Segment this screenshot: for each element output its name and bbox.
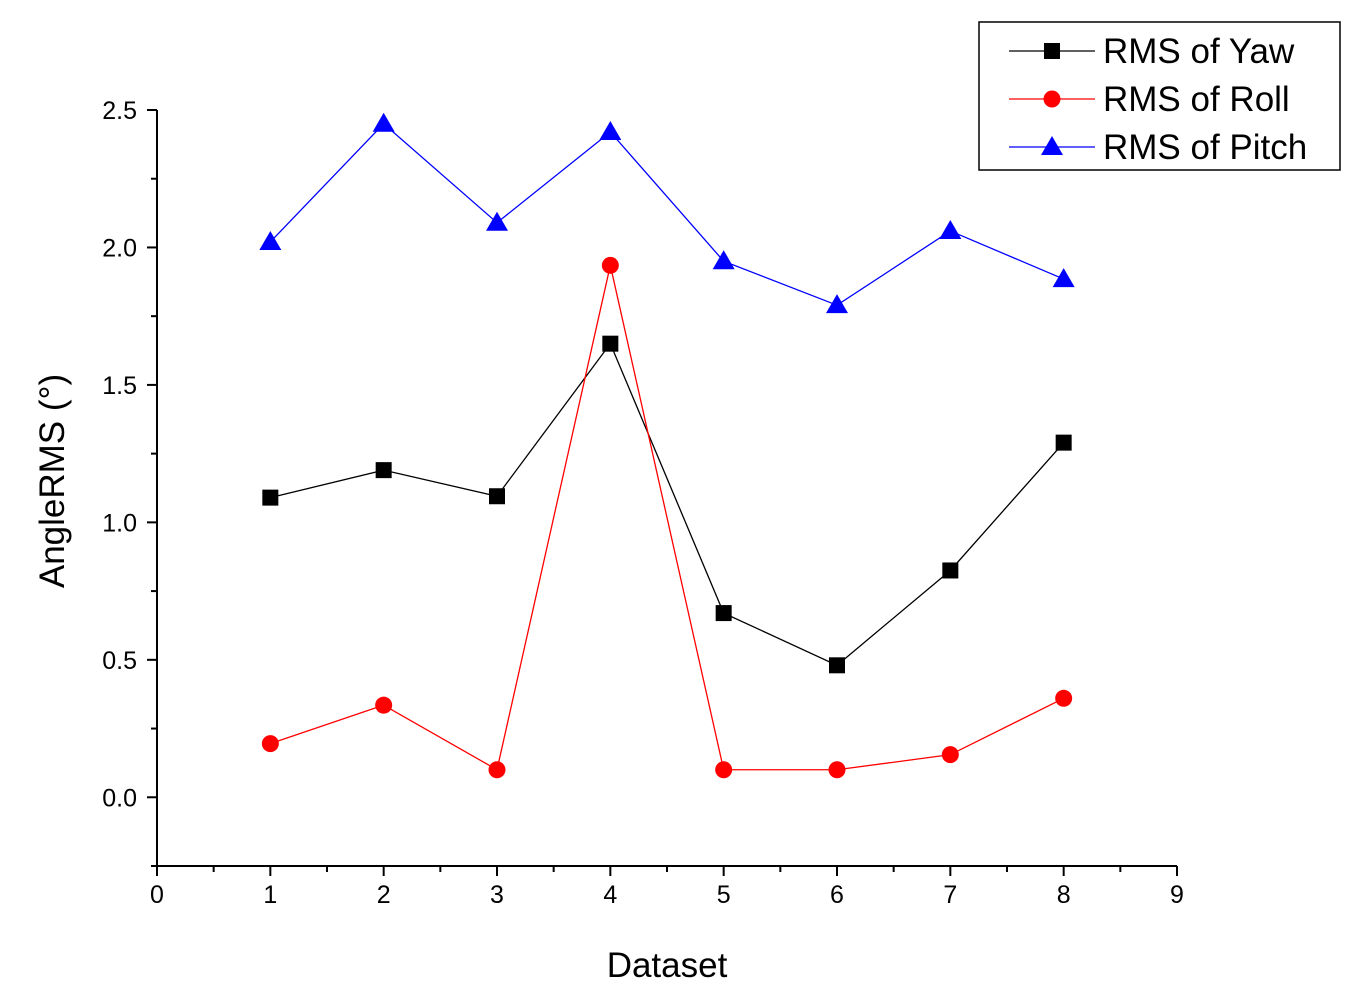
data-point-rms-of-yaw bbox=[715, 605, 732, 622]
legend-box bbox=[978, 21, 1341, 171]
data-point-rms-of-pitch bbox=[1052, 268, 1075, 288]
data-point-rms-of-roll bbox=[261, 735, 279, 753]
x-tick-label: 2 bbox=[377, 881, 391, 909]
data-point-rms-of-yaw bbox=[829, 657, 845, 674]
data-point-rms-of-yaw bbox=[602, 335, 619, 352]
data-point-rms-of-roll bbox=[941, 746, 959, 764]
data-point-rms-of-roll bbox=[715, 761, 733, 779]
legend-marker bbox=[1043, 90, 1061, 108]
series-line-rms-of-pitch bbox=[269, 122, 1064, 306]
data-point-rms-of-yaw bbox=[1055, 434, 1072, 451]
x-tick-label: 9 bbox=[1170, 881, 1184, 909]
data-point-rms-of-pitch bbox=[259, 230, 282, 250]
y-tick-label: 2.5 bbox=[102, 97, 137, 125]
legend-marker bbox=[1044, 43, 1060, 59]
y-tick-label: 0.5 bbox=[102, 647, 137, 675]
y-tick-label: 0.0 bbox=[102, 784, 137, 812]
x-tick-label: 1 bbox=[263, 881, 277, 909]
legend-item-rms-of-yaw: RMS of Yaw bbox=[1009, 32, 1295, 71]
legend-item-rms-of-roll: RMS of Roll bbox=[1009, 80, 1290, 119]
data-point-rms-of-yaw bbox=[262, 489, 279, 506]
y-tick-label: 2.0 bbox=[102, 234, 137, 262]
y-axis-title: AngleRMS (°) bbox=[33, 374, 72, 588]
data-point-rms-of-pitch bbox=[599, 120, 622, 140]
x-tick-label: 4 bbox=[603, 881, 617, 909]
data-point-rms-of-roll bbox=[828, 761, 846, 779]
data-point-rms-of-yaw bbox=[942, 562, 959, 579]
y-tick-label: 1.0 bbox=[102, 509, 137, 537]
data-point-rms-of-pitch bbox=[939, 219, 962, 239]
series-line-rms-of-yaw bbox=[270, 342, 1065, 667]
series-rms-of-pitch bbox=[259, 112, 1075, 314]
series-rms-of-yaw bbox=[262, 335, 1072, 674]
legend-label: RMS of Roll bbox=[1103, 80, 1290, 119]
x-tick-label: 0 bbox=[150, 881, 164, 909]
x-tick-label: 3 bbox=[490, 881, 504, 909]
x-axis-title: Dataset bbox=[607, 946, 728, 985]
y-tick-label: 1.5 bbox=[102, 372, 137, 400]
data-point-rms-of-yaw bbox=[375, 462, 392, 479]
data-point-rms-of-pitch bbox=[372, 112, 395, 132]
legend-item-rms-of-pitch: RMS of Pitch bbox=[1009, 128, 1307, 167]
data-point-rms-of-roll bbox=[601, 256, 619, 274]
data-point-rms-of-pitch bbox=[486, 211, 508, 231]
x-tick-label: 6 bbox=[830, 881, 844, 909]
series-line-rms-of-roll bbox=[270, 265, 1064, 771]
data-point-rms-of-yaw bbox=[489, 488, 505, 505]
plot-area bbox=[259, 112, 1075, 779]
data-point-rms-of-roll bbox=[1055, 689, 1073, 707]
data-point-rms-of-roll bbox=[488, 761, 506, 779]
x-tick-label: 8 bbox=[1057, 881, 1071, 909]
data-point-rms-of-pitch bbox=[712, 250, 735, 270]
legend-label: RMS of Pitch bbox=[1103, 128, 1307, 167]
legend-marker bbox=[1041, 136, 1063, 155]
legend: RMS of Yaw RMS of Roll RMS of Pitch bbox=[978, 21, 1341, 171]
legend-label: RMS of Yaw bbox=[1103, 32, 1295, 71]
axes: 0 1 2 3 4 5 6 7 8 9 0.0 0.5 1.0 1.5 2.0 2.5 bbox=[102, 97, 1184, 909]
data-point-rms-of-pitch bbox=[826, 294, 848, 314]
x-tick-label: 5 bbox=[717, 881, 731, 909]
data-point-rms-of-roll bbox=[375, 696, 393, 714]
series-rms-of-roll bbox=[261, 256, 1073, 779]
x-tick-label: 7 bbox=[943, 881, 957, 909]
